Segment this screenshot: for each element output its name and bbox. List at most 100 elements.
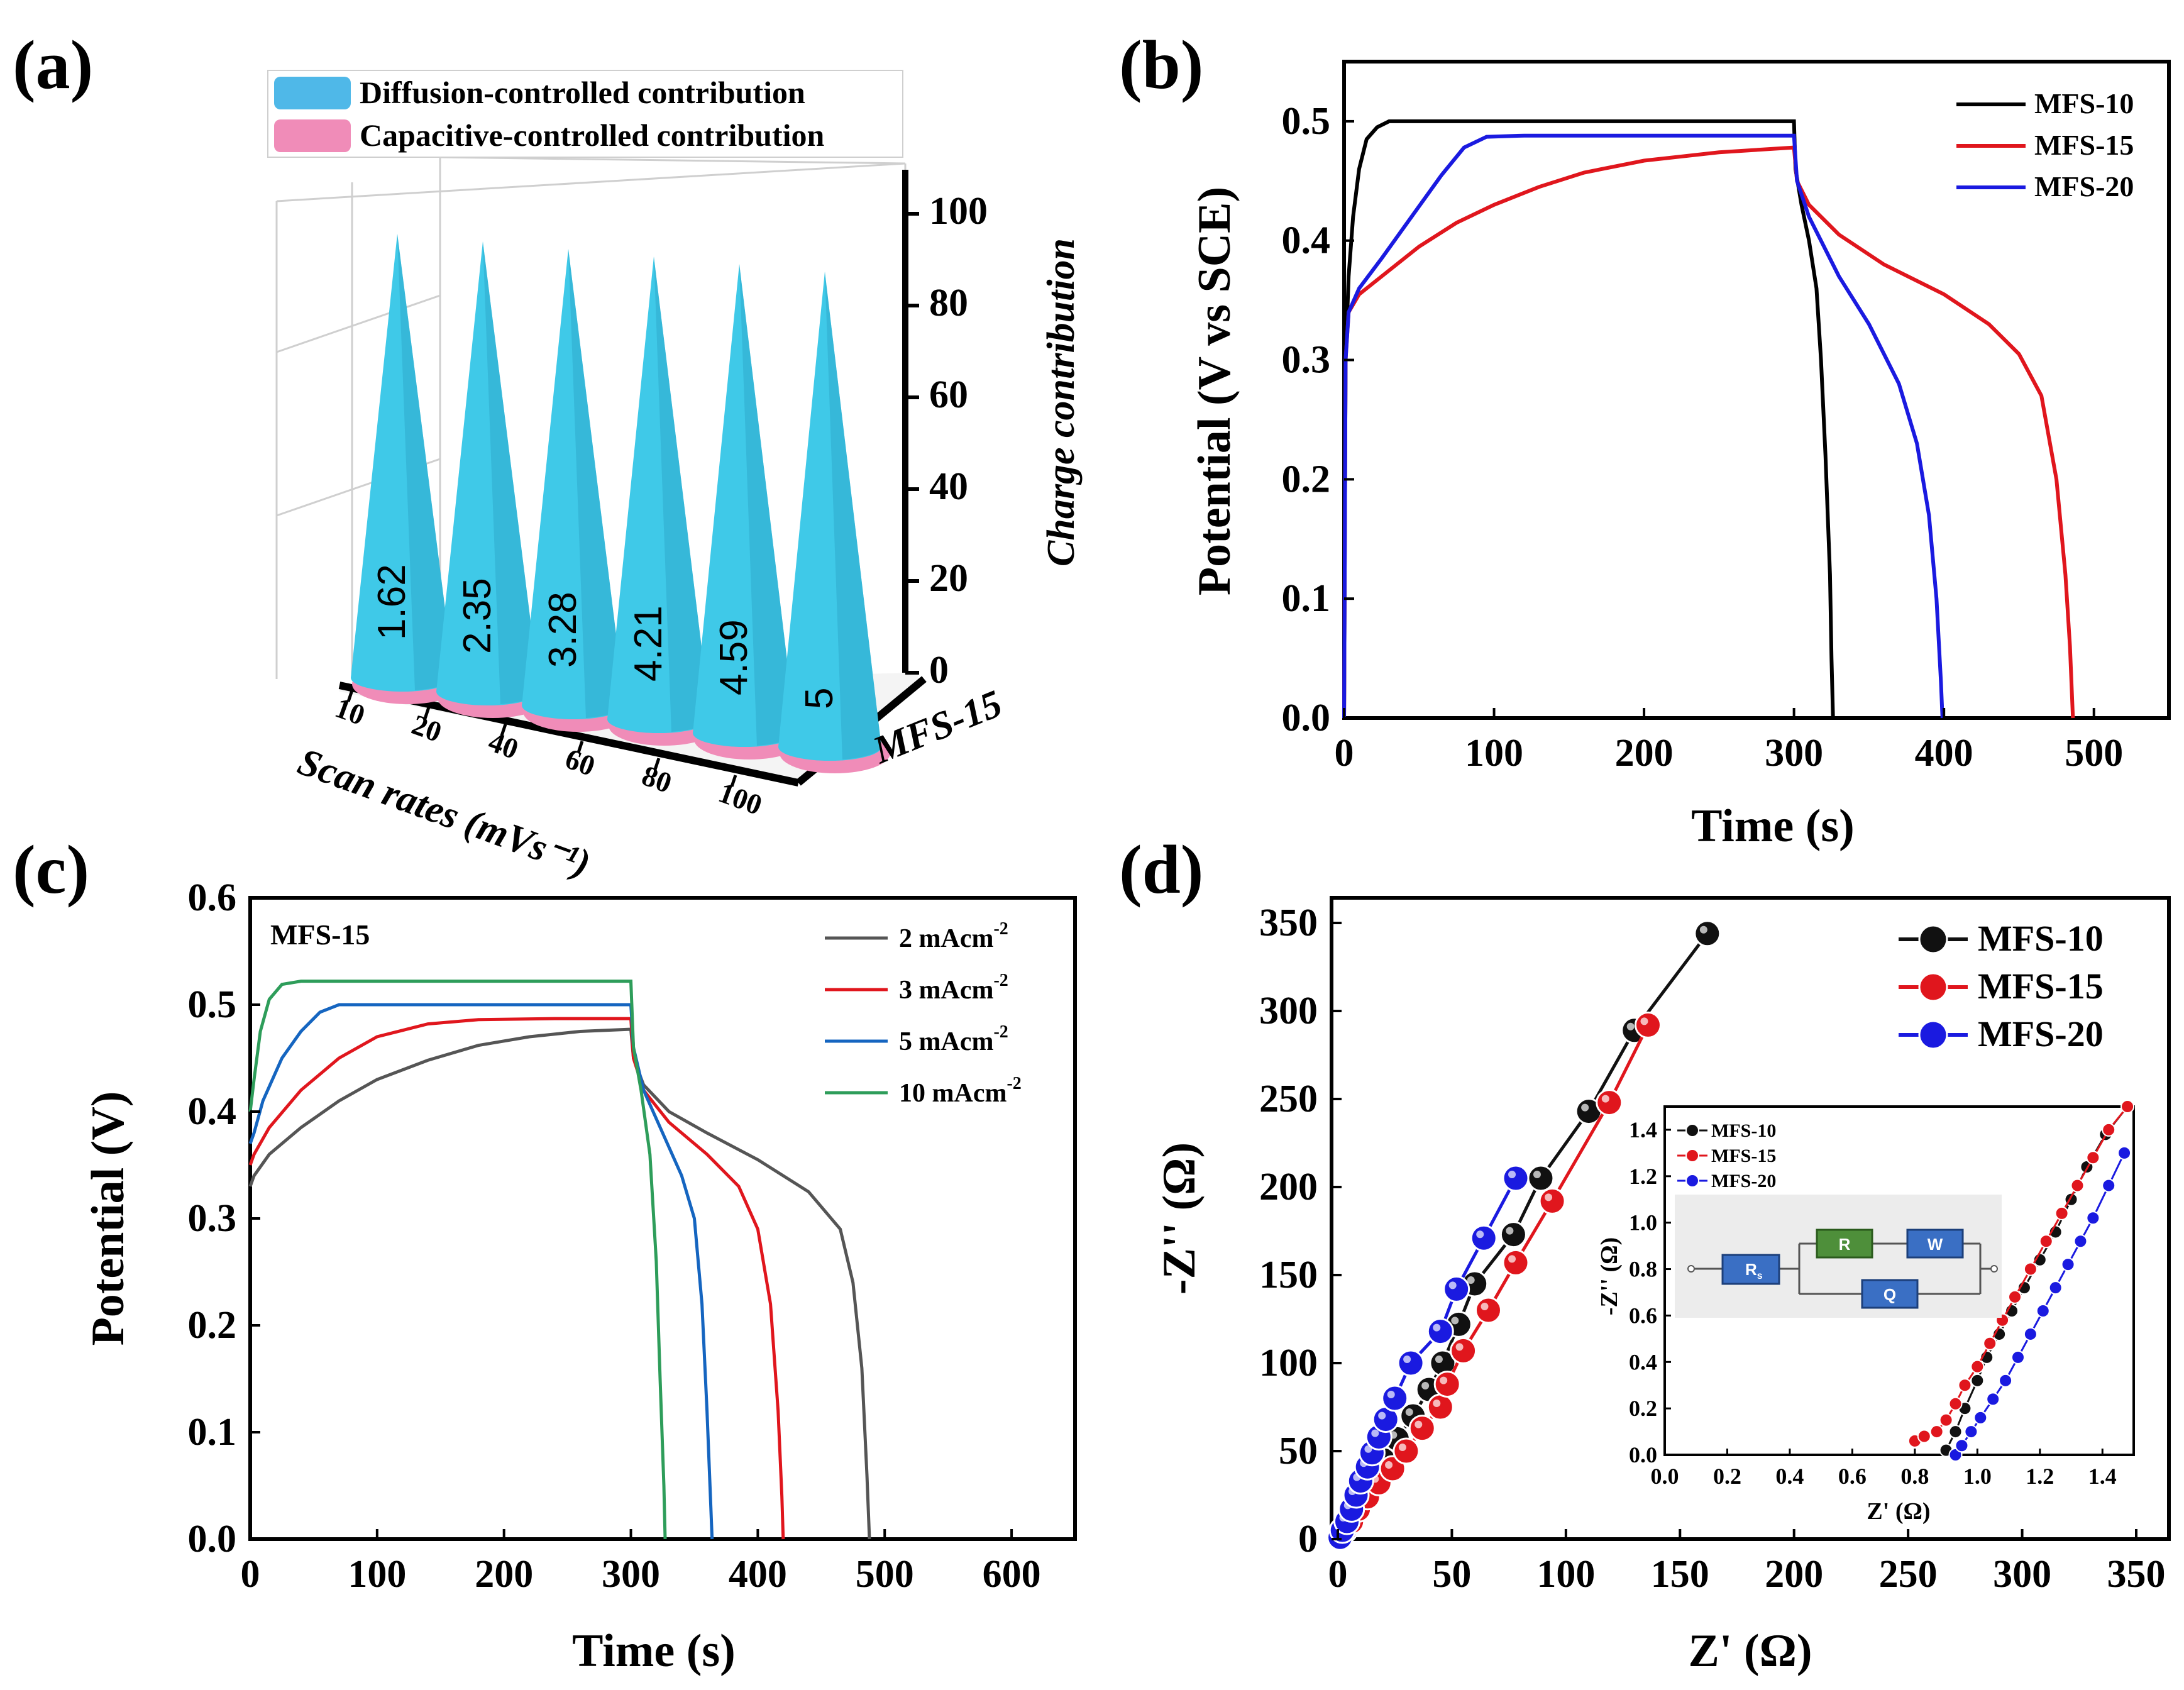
panel-d-point-highlight bbox=[1378, 1411, 1386, 1420]
panel-b-ytick-label: 0.1 bbox=[1282, 577, 1331, 620]
panel-d-legend-marker bbox=[1918, 924, 1948, 954]
circuit-r-label: R bbox=[1839, 1235, 1851, 1254]
panel-c-xtick-label: 600 bbox=[983, 1553, 1041, 1596]
cone-shade bbox=[483, 241, 539, 704]
cone-shade bbox=[397, 234, 454, 690]
circuit-q bbox=[1861, 1279, 1919, 1309]
panel-d-letter: (d) bbox=[1119, 831, 1203, 908]
panel-a-xtick-mark bbox=[730, 775, 737, 787]
inset-frame bbox=[1663, 1105, 2135, 1456]
panel-d-point-highlight bbox=[1440, 1376, 1448, 1384]
panel-d-xtick-label: 50 bbox=[1432, 1553, 1471, 1596]
panel-d-xtick-label: 350 bbox=[2107, 1553, 2166, 1596]
cone-value-label: 4.21 bbox=[627, 605, 670, 682]
panel-d-point bbox=[1426, 1318, 1454, 1345]
panel-c-series bbox=[248, 1003, 714, 1540]
panel-c-xtick-label: 500 bbox=[856, 1553, 914, 1596]
panel-c-y-label: Potential (V) bbox=[82, 1091, 134, 1346]
inset-legend-marker bbox=[1685, 1124, 1699, 1137]
panel-c-legend-label: 10 mAcm-2 bbox=[899, 1074, 1022, 1108]
panel-d-point bbox=[1694, 920, 1721, 947]
panel-d-xtick-label: 100 bbox=[1536, 1553, 1595, 1596]
circuit-r bbox=[1816, 1229, 1873, 1259]
panel-d-point-highlight bbox=[1448, 1281, 1457, 1290]
inset-point bbox=[1970, 1359, 1985, 1374]
inset-point bbox=[1948, 1396, 1963, 1411]
cone-shade bbox=[825, 272, 881, 759]
panel-d-x-label: Z' (Ω) bbox=[1689, 1625, 1812, 1677]
panel-a-ztick-label: 40 bbox=[929, 465, 968, 508]
inset-point bbox=[1958, 1378, 1972, 1393]
panel-b-xtick-label: 0 bbox=[1335, 732, 1354, 775]
panel-d: (d) 0 50 100 150 200 250 300 350 0 50 100 150 200 250… bbox=[1119, 831, 2171, 1677]
panel-d-point bbox=[1443, 1275, 1470, 1303]
inset-point bbox=[2010, 1350, 2025, 1364]
panel-d-point bbox=[1450, 1337, 1477, 1364]
panel-d-xtick-label: 300 bbox=[1993, 1553, 2051, 1596]
panel-d-legend-marker bbox=[1918, 1020, 1948, 1050]
panel-b-xtick-label: 100 bbox=[1465, 732, 1523, 775]
panel-c-xtick-label: 300 bbox=[602, 1553, 660, 1596]
panel-d-legend-label: MFS-20 bbox=[1978, 1013, 2104, 1054]
panel-d-ytick-label: 0 bbox=[1298, 1518, 1318, 1560]
inset-xtick-label: 0.6 bbox=[1838, 1464, 1867, 1489]
panel-a-xtick-label: 20 bbox=[408, 708, 446, 748]
panel-d-point bbox=[1474, 1296, 1502, 1324]
panel-d-point-highlight bbox=[1508, 1171, 1516, 1178]
panel-d-point bbox=[1502, 1249, 1530, 1276]
circuit-w-label: W bbox=[1928, 1235, 1943, 1254]
circuit-w bbox=[1906, 1229, 1964, 1259]
panel-d-point bbox=[1433, 1371, 1461, 1398]
inset-point bbox=[2023, 1262, 2038, 1276]
inset-legend-label: MFS-20 bbox=[1711, 1171, 1776, 1191]
cone-shade bbox=[568, 249, 625, 718]
inset-ytick-label: 0.0 bbox=[1629, 1442, 1657, 1467]
panel-d-y-label: -Z'' (Ω) bbox=[1154, 1142, 1205, 1295]
panel-d-xtick-label: 0 bbox=[1328, 1553, 1348, 1596]
panel-b-series-MFS-20 bbox=[1342, 133, 1944, 719]
inset-xtick-label: 0.0 bbox=[1651, 1464, 1679, 1489]
panel-d-point-highlight bbox=[1533, 1171, 1541, 1178]
panel-d-point-highlight bbox=[1387, 1391, 1395, 1398]
panel-d-point-highlight bbox=[1467, 1276, 1475, 1284]
circuit-rs bbox=[1721, 1254, 1780, 1285]
panel-b: (b) 0 100 200 300 400 500 0.0 0.1 0.2 0.3 0.4 0.5 T… bbox=[1119, 26, 2171, 852]
panel-d-point bbox=[1499, 1221, 1527, 1249]
inset-point bbox=[2117, 1146, 2132, 1160]
panel-c-series bbox=[248, 1027, 871, 1540]
inset-ytick-label: 0.8 bbox=[1629, 1257, 1657, 1282]
panel-a-xtick-mark bbox=[346, 690, 354, 702]
panel-b-series-MFS-15 bbox=[1342, 145, 2075, 719]
panel-d-frame bbox=[1330, 896, 2171, 1541]
cone-value-label: 1.62 bbox=[370, 564, 414, 640]
cone-value-label: 3.28 bbox=[541, 592, 585, 668]
panel-b-xtick-label: 200 bbox=[1615, 732, 1674, 775]
panel-c-letter: (c) bbox=[13, 831, 89, 908]
inset-point bbox=[2061, 1257, 2075, 1272]
panel-a-xtick-mark bbox=[653, 758, 661, 770]
cone-1: 1.62 bbox=[351, 234, 463, 704]
panel-d-legend-label: MFS-10 bbox=[1978, 918, 2104, 959]
inset-xtick-label: 1.4 bbox=[2088, 1464, 2117, 1489]
cone-shade bbox=[739, 264, 796, 746]
inset-point bbox=[2073, 1234, 2088, 1249]
inset-point bbox=[1948, 1425, 1963, 1439]
panel-d-legend-marker bbox=[1918, 972, 1948, 1002]
inset-ytick-label: 0.2 bbox=[1629, 1396, 1657, 1421]
panel-a-ztick-label: 80 bbox=[929, 282, 968, 324]
inset-ytick-label: 1.2 bbox=[1629, 1164, 1657, 1189]
panel-a-xtick-label: 100 bbox=[715, 776, 766, 821]
panel-b-ytick-label: 0.4 bbox=[1282, 219, 1331, 262]
panel-c-x-label: Time (s) bbox=[572, 1625, 736, 1677]
panel-d-ytick-label: 150 bbox=[1259, 1254, 1318, 1296]
inset-point bbox=[2048, 1281, 2063, 1295]
panel-a-x-label: Scan rates (mVs⁻¹) bbox=[292, 740, 596, 885]
inset-point bbox=[2023, 1327, 2038, 1341]
circuit-rs-label: Rs bbox=[1745, 1260, 1763, 1281]
panel-d-point bbox=[1596, 1089, 1623, 1117]
panel-d-inset: 0.0 0.2 0.4 0.6 0.8 1.0 1.2 1.4 0.0 0.2 0.4 0.6 0.8 1… bbox=[1596, 1100, 2135, 1525]
panel-d-point-highlight bbox=[1415, 1420, 1423, 1428]
inset-legend-label: MFS-15 bbox=[1711, 1146, 1776, 1166]
panel-a-xtick-mark bbox=[500, 724, 507, 736]
